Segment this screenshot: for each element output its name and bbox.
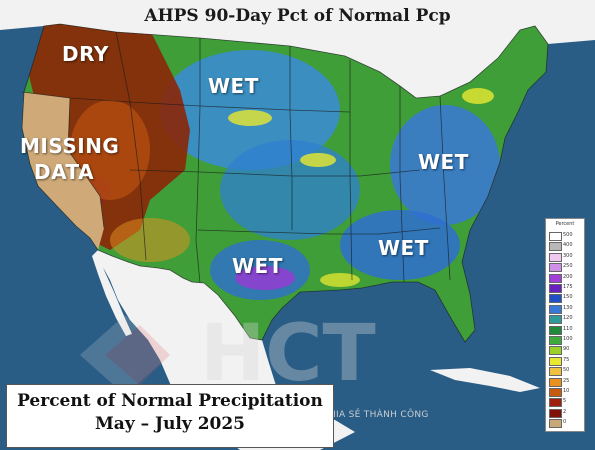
wet-zone-southeast bbox=[340, 210, 460, 280]
legend-row: 120 bbox=[549, 314, 583, 325]
legend-swatch bbox=[549, 408, 562, 418]
caption-line-1: Percent of Normal Precipitation bbox=[17, 391, 323, 411]
legend-swatch bbox=[549, 304, 562, 314]
yellow-patch-4 bbox=[320, 273, 360, 287]
label-wet-texas: WET bbox=[232, 254, 283, 278]
legend-label: 0 bbox=[563, 419, 567, 426]
legend-row: 150 bbox=[549, 293, 583, 304]
legend-label: 120 bbox=[563, 315, 573, 322]
yellow-patch-2 bbox=[300, 153, 336, 167]
legend-swatch bbox=[549, 242, 562, 252]
legend-swatch bbox=[549, 325, 562, 335]
label-wet-southeast: WET bbox=[378, 236, 429, 260]
legend-row: 50 bbox=[549, 366, 583, 377]
very-wet-texas bbox=[235, 266, 295, 290]
wet-zone-central bbox=[220, 140, 360, 240]
legend-row: 90 bbox=[549, 345, 583, 356]
cuba bbox=[430, 368, 540, 392]
legend-swatch bbox=[549, 388, 562, 397]
legend-row: 130 bbox=[549, 304, 583, 314]
legend: Percent 500 400 300 250 200 175 150 130 120 110 10… bbox=[545, 218, 585, 432]
legend-swatch bbox=[549, 367, 562, 377]
legend-label: 25 bbox=[563, 377, 570, 384]
legend-label: 300 bbox=[563, 252, 573, 259]
legend-row: 2 bbox=[549, 408, 583, 418]
legend-label: 150 bbox=[563, 294, 573, 301]
caption-box: Percent of Normal Precipitation May – Ju… bbox=[6, 384, 334, 448]
legend-label: 50 bbox=[563, 367, 570, 374]
legend-row: 110 bbox=[549, 325, 583, 335]
legend-swatch bbox=[549, 252, 562, 262]
state-borders bbox=[21, 23, 549, 343]
yellow-patch-3 bbox=[462, 88, 494, 104]
canada bbox=[0, 0, 595, 98]
legend-swatch bbox=[549, 336, 562, 345]
caption-line-2: May – July 2025 bbox=[94, 414, 246, 434]
legend-row: 500 bbox=[549, 231, 583, 241]
legend-label: 90 bbox=[563, 346, 570, 353]
legend-label: 100 bbox=[563, 336, 573, 342]
label-wet-east: WET bbox=[418, 150, 469, 174]
hct-logo-text: HCT bbox=[200, 310, 376, 390]
dry-zone-orange bbox=[70, 100, 150, 200]
legend-swatch bbox=[549, 346, 562, 356]
mexico bbox=[98, 250, 355, 450]
legend-label: 250 bbox=[563, 263, 573, 270]
label-dry: DRY bbox=[62, 42, 109, 66]
legend-row: 75 bbox=[549, 356, 583, 366]
missing-data-region bbox=[22, 92, 104, 250]
legend-label: 130 bbox=[563, 304, 573, 311]
legend-row: 5 bbox=[549, 397, 583, 408]
legend-row: 10 bbox=[549, 387, 583, 397]
legend-row: 25 bbox=[549, 377, 583, 387]
legend-swatch bbox=[549, 398, 562, 408]
legend-row: 300 bbox=[549, 252, 583, 262]
legend-label: 5 bbox=[563, 398, 567, 405]
legend-label: 110 bbox=[563, 325, 573, 332]
legend-label: 400 bbox=[563, 242, 573, 249]
legend-row: 250 bbox=[549, 262, 583, 273]
legend-row: 175 bbox=[549, 283, 583, 293]
legend-swatch bbox=[549, 232, 562, 241]
legend-swatch bbox=[549, 294, 562, 304]
label-missing-2: DATA bbox=[34, 160, 95, 184]
legend-swatch bbox=[549, 356, 562, 366]
wet-zone-east bbox=[390, 105, 500, 225]
map-title: AHPS 90-Day Pct of Normal Pcp bbox=[144, 6, 451, 26]
legend-label: 500 bbox=[563, 232, 573, 238]
legend-swatch bbox=[549, 315, 562, 325]
legend-swatch bbox=[549, 419, 562, 429]
legend-label: 75 bbox=[563, 356, 570, 363]
dry-zone-southwest bbox=[110, 218, 190, 262]
legend-row: 400 bbox=[549, 241, 583, 252]
label-wet-plains: WET bbox=[208, 74, 259, 98]
hct-logo: HCT bbox=[80, 310, 376, 390]
legend-label: 10 bbox=[563, 388, 570, 394]
baja bbox=[92, 250, 132, 336]
legend-label: 200 bbox=[563, 273, 573, 280]
legend-swatch bbox=[549, 263, 562, 273]
legend-row: 200 bbox=[549, 273, 583, 283]
legend-label: 2 bbox=[563, 408, 567, 415]
legend-swatch bbox=[549, 273, 562, 283]
legend-swatch bbox=[549, 377, 562, 387]
legend-row: 100 bbox=[549, 335, 583, 345]
legend-row: 0 bbox=[549, 418, 583, 429]
legend-title: Percent bbox=[555, 221, 575, 227]
label-missing-1: MISSING bbox=[20, 134, 120, 158]
legend-swatch bbox=[549, 284, 562, 293]
legend-label: 175 bbox=[563, 284, 573, 290]
yellow-patch-1 bbox=[228, 110, 272, 126]
